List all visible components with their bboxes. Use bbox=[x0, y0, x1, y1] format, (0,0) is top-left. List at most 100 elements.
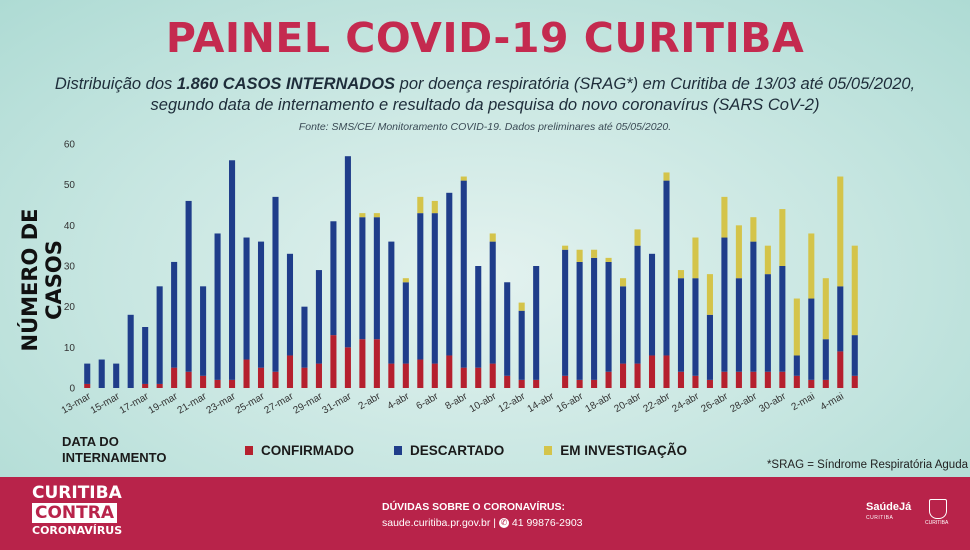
bar-em-investigacao bbox=[460, 176, 467, 181]
y-tick-label: 20 bbox=[64, 302, 76, 313]
subtitle: Distribuição dos 1.860 CASOS INTERNADOS … bbox=[40, 74, 930, 116]
bar-descartado bbox=[837, 286, 844, 352]
bar-em-investigacao bbox=[402, 278, 409, 283]
bar-descartado bbox=[171, 261, 178, 368]
bar-confirmado bbox=[142, 383, 149, 388]
legend-label-descartado: DESCARTADO bbox=[410, 443, 505, 458]
bar-descartado bbox=[706, 314, 713, 380]
contact-line: saude.curitiba.pr.gov.br | ✆ 41 99876-29… bbox=[382, 515, 583, 531]
bar-descartado bbox=[634, 245, 641, 364]
bar-em-investigacao bbox=[591, 249, 598, 258]
bar-em-investigacao bbox=[692, 237, 699, 279]
bar-confirmado bbox=[330, 335, 337, 388]
bar-descartado bbox=[518, 310, 525, 380]
bar-confirmado bbox=[185, 371, 192, 388]
bar-descartado bbox=[851, 335, 858, 376]
brand-line1: CURITIBA bbox=[32, 483, 122, 503]
bar-descartado bbox=[793, 355, 800, 376]
y-tick-label: 30 bbox=[64, 262, 76, 273]
contact-phone[interactable]: 41 99876-2903 bbox=[511, 517, 583, 529]
bar-confirmado bbox=[373, 339, 380, 388]
x-tick-label: 16-abr bbox=[555, 391, 586, 415]
bar-descartado bbox=[504, 282, 511, 376]
bar-chart: 0 10 20 30 40 50 60 13-mar15-mar17-mar19-mar21-… bbox=[60, 140, 858, 417]
x-tick-label: 2-mai bbox=[790, 391, 817, 413]
x-tick-label: 13-mar bbox=[60, 391, 94, 417]
y-tick-label: 40 bbox=[64, 221, 76, 232]
x-tick-label: 27-mar bbox=[263, 391, 297, 417]
contact-separator: | bbox=[493, 517, 497, 529]
bar-em-investigacao bbox=[851, 245, 858, 336]
bar-descartado bbox=[286, 253, 294, 356]
legend-item-confirmado: CONFIRMADO bbox=[245, 443, 354, 458]
bar-confirmado bbox=[562, 375, 569, 388]
bar-descartado bbox=[620, 286, 627, 364]
bar-confirmado bbox=[417, 359, 424, 388]
bar-descartado bbox=[663, 180, 670, 356]
bar-descartado bbox=[764, 274, 771, 372]
legend-swatch-confirmado bbox=[245, 446, 253, 455]
brand-line3: CORONAVÍRUS bbox=[32, 524, 123, 537]
bar-descartado bbox=[808, 298, 815, 380]
x-tick-label: 22-abr bbox=[641, 391, 672, 415]
bar-confirmado bbox=[779, 371, 786, 388]
x-tick-label: 20-abr bbox=[613, 391, 644, 415]
x-tick-label: 19-mar bbox=[147, 391, 181, 417]
bar-confirmado bbox=[808, 379, 815, 388]
saude-ja-sub: CURITIBA bbox=[866, 515, 894, 521]
y-axis-label: NÚMERO DE CASOS bbox=[18, 208, 66, 352]
bar-em-investigacao bbox=[779, 209, 786, 266]
bar-em-investigacao bbox=[793, 298, 800, 356]
bar-confirmado bbox=[475, 367, 482, 388]
bar-em-investigacao bbox=[489, 233, 496, 242]
bar-descartado bbox=[692, 278, 699, 376]
legend-swatch-em-investigacao bbox=[544, 446, 553, 455]
bar-descartado bbox=[460, 180, 467, 368]
bar-em-investigacao bbox=[634, 229, 641, 246]
bar-confirmado bbox=[721, 371, 728, 388]
bar-confirmado bbox=[591, 379, 598, 388]
bar-confirmado bbox=[388, 363, 395, 388]
x-tick-label: 15-mar bbox=[89, 391, 123, 417]
bar-descartado bbox=[359, 217, 366, 340]
footnote: *SRAG = Síndrome Respiratória Aguda bbox=[766, 459, 968, 471]
bar-em-investigacao bbox=[518, 302, 525, 311]
x-tick-label: 21-mar bbox=[176, 391, 210, 417]
x-tick-label: 18-abr bbox=[584, 391, 615, 415]
bar-em-investigacao bbox=[808, 233, 815, 299]
x-tick-label: 8-abr bbox=[444, 391, 470, 413]
subtitle-bold: 1.860 CASOS INTERNADOS bbox=[176, 75, 396, 93]
legend-item-em-investigacao: EM INVESTIGAÇÃO bbox=[544, 443, 687, 458]
bar-descartado bbox=[489, 241, 496, 364]
city-crest-icon bbox=[929, 499, 947, 519]
x-tick-label: 17-mar bbox=[118, 391, 152, 417]
bar-em-investigacao bbox=[735, 225, 742, 279]
bar-descartado bbox=[475, 266, 482, 368]
chart-legend: CONFIRMADO DESCARTADO EM INVESTIGAÇÃO bbox=[245, 443, 687, 458]
bar-em-investigacao bbox=[677, 270, 685, 279]
contact-site[interactable]: saude.curitiba.pr.gov.br bbox=[382, 517, 491, 529]
bar-descartado bbox=[750, 241, 757, 372]
bar-descartado bbox=[315, 270, 322, 364]
bar-confirmado bbox=[301, 367, 308, 388]
contact-info: DÚVIDAS SOBRE O CORONAVÍRUS: saude.curit… bbox=[382, 499, 583, 531]
x-tick-label: 30-abr bbox=[757, 391, 788, 415]
x-tick-label: 14-abr bbox=[526, 391, 557, 415]
bar-descartado bbox=[344, 156, 351, 348]
bar-confirmado bbox=[243, 359, 250, 388]
y-tick-label: 10 bbox=[64, 343, 76, 354]
bar-descartado bbox=[257, 241, 265, 368]
bar-descartado bbox=[98, 359, 105, 388]
y-tick-label: 50 bbox=[64, 180, 76, 191]
whatsapp-icon: ✆ bbox=[498, 518, 509, 529]
bar-confirmado bbox=[286, 355, 294, 388]
bar-confirmado bbox=[359, 339, 366, 388]
x-tick-label: 26-abr bbox=[699, 391, 730, 415]
bar-descartado bbox=[779, 266, 786, 372]
bar-em-investigacao bbox=[721, 196, 728, 238]
bar-em-investigacao bbox=[605, 257, 612, 262]
bar-descartado bbox=[533, 266, 540, 380]
bar-descartado bbox=[185, 200, 192, 372]
x-axis-label: DATA DO INTERNAMENTO bbox=[62, 434, 167, 465]
footer-banner: CURITIBA CONTRA CORONAVÍRUS DÚVIDAS SOBR… bbox=[0, 477, 970, 550]
